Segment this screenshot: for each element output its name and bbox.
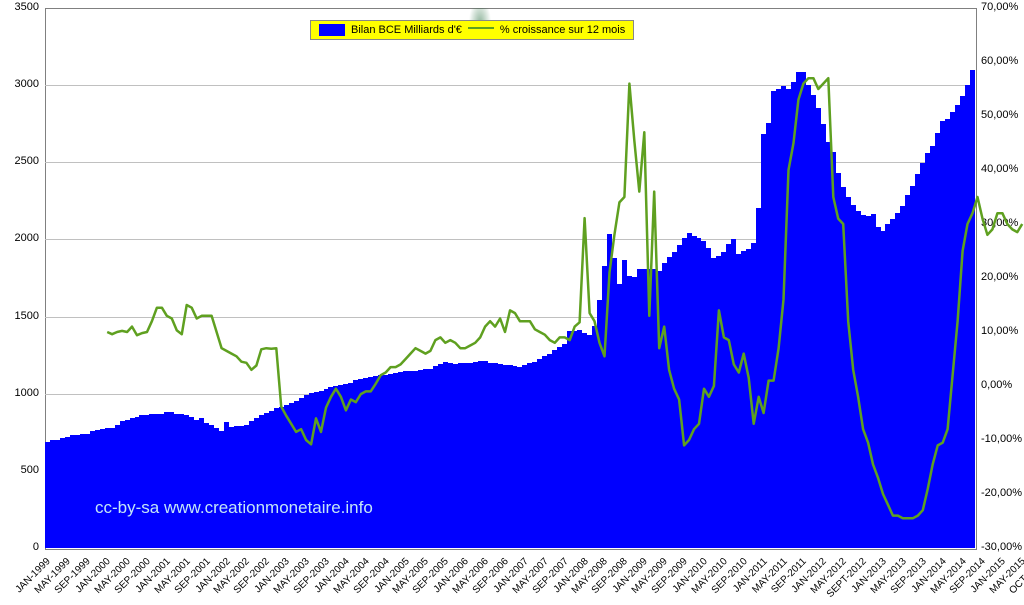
legend-label: % croissance sur 12 mois: [500, 24, 625, 36]
y2-tick-label: 30,00%: [981, 217, 1018, 229]
legend-label: Bilan BCE Milliards d'€: [351, 24, 462, 36]
y1-tick-label: 3500: [0, 1, 39, 13]
attribution-text: cc-by-sa www.creationmonetaire.info: [95, 498, 373, 518]
y2-tick-label: 50,00%: [981, 109, 1018, 121]
legend-swatch-line: [468, 27, 494, 29]
gridline: [45, 85, 975, 86]
y1-tick-label: 3000: [0, 78, 39, 90]
y1-tick-label: 2000: [0, 232, 39, 244]
y2-tick-label: 20,00%: [981, 271, 1018, 283]
y2-tick-label: -30,00%: [981, 541, 1022, 553]
y2-tick-label: -10,00%: [981, 433, 1022, 445]
y1-tick-label: 1000: [0, 387, 39, 399]
y1-tick-label: 1500: [0, 310, 39, 322]
y2-tick-label: -20,00%: [981, 487, 1022, 499]
y2-tick-label: 70,00%: [981, 1, 1018, 13]
y2-tick-label: 0,00%: [981, 379, 1012, 391]
legend: Bilan BCE Milliards d'€ % croissance sur …: [310, 20, 634, 40]
y2-tick-label: 40,00%: [981, 163, 1018, 175]
legend-swatch-bar: [319, 24, 345, 36]
y1-tick-label: 2500: [0, 155, 39, 167]
y1-tick-label: 500: [0, 464, 39, 476]
y2-tick-label: 60,00%: [981, 55, 1018, 67]
y1-tick-label: 0: [0, 541, 39, 553]
y2-tick-label: 10,00%: [981, 325, 1018, 337]
dual-axis-chart: 0 500 1000 1500 2000 2500 3000 3500 -30,00% -20,0…: [0, 0, 1024, 605]
bar: [970, 70, 975, 548]
